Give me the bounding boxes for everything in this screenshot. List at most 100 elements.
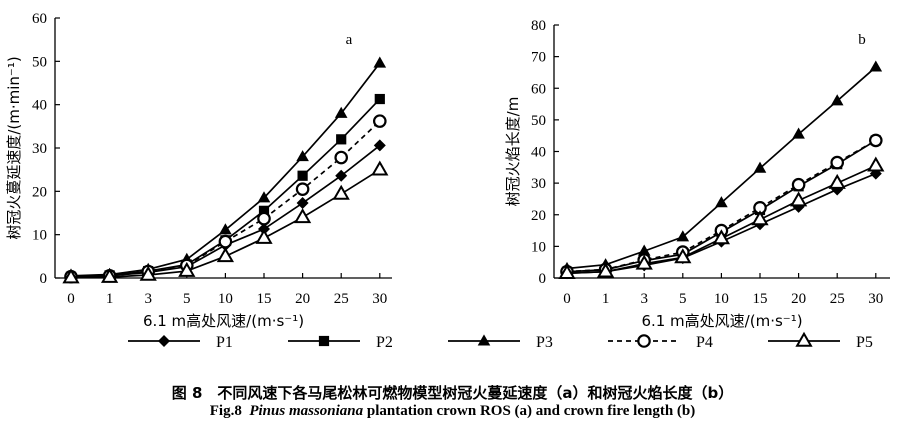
point-P4 [218, 234, 233, 249]
point-P3 [792, 127, 805, 139]
x-tick-label: 10 [218, 291, 233, 307]
y-tick-label: 0 [539, 271, 547, 287]
point-P1 [335, 169, 348, 182]
y-tick-label: 40 [32, 98, 47, 114]
y-tick-label: 50 [32, 54, 47, 70]
legend-marker-P4 [637, 334, 651, 348]
point-P3 [753, 161, 767, 173]
point-P4 [791, 177, 806, 192]
x-tick-label: 25 [334, 291, 349, 307]
point-P5 [216, 247, 235, 263]
y-tick-label: 20 [531, 208, 546, 224]
y-tick-label: 60 [531, 81, 546, 97]
point-P4 [830, 155, 844, 170]
point-P5 [596, 262, 615, 278]
x-tick-label: 15 [257, 291, 272, 307]
legend-label-P2: P2 [376, 334, 393, 351]
x-tick-label: 0 [67, 291, 75, 307]
caption-english: Fig.8 Pinus massoniana plantation crown … [0, 403, 905, 420]
point-P5 [371, 160, 389, 176]
point-P2 [258, 205, 270, 216]
point-P4 [295, 182, 310, 196]
point-P5 [293, 208, 312, 224]
point-P5 [255, 228, 273, 244]
x-tick-label: 3 [144, 291, 152, 307]
panel-label: b [858, 32, 866, 48]
x-tick-label: 1 [106, 291, 114, 307]
point-P2 [374, 93, 385, 105]
x-tick-label: 25 [830, 291, 845, 307]
x-tick-label: 20 [791, 291, 806, 307]
legend: P1 P2 P3 P4 P5 [128, 331, 873, 351]
chart-panel-b: 0 10 20 30 40 50 60 70 80 0 1 3 5 10 15 20 25 30 6.1 m高处风速… [504, 18, 890, 330]
point-P3 [715, 196, 728, 208]
point-P4 [868, 133, 883, 148]
point-P5 [100, 267, 119, 283]
legend-label-P1: P1 [216, 334, 233, 351]
point-P5 [635, 254, 653, 270]
x-axis-title: 6.1 m高处风速/(m·s⁻¹) [143, 312, 304, 330]
panel-label: a [346, 32, 353, 48]
point-P4 [257, 211, 271, 226]
x-tick-label: 3 [640, 291, 648, 307]
point-P4 [334, 150, 348, 165]
caption-description: plantation crown ROS (a) and crown fire … [366, 403, 696, 419]
y-tick-label: 10 [32, 228, 47, 244]
chart-panel-a: 0 10 20 30 40 50 60 0 1 3 5 10 15 20 25 30 6.1 m高处风速/(m·… [5, 11, 392, 330]
legend-label-P4: P4 [696, 334, 713, 351]
y-tick-label: 30 [531, 176, 546, 192]
legend-marker-P1 [158, 335, 170, 347]
y-tick-label: 50 [531, 113, 546, 129]
legend-label-P3: P3 [536, 334, 553, 351]
y-tick-label: 20 [32, 184, 47, 200]
x-tick-label: 0 [563, 291, 571, 307]
x-tick-label: 5 [183, 291, 191, 307]
y-tick-label: 30 [32, 141, 47, 157]
point-P5 [828, 173, 846, 189]
x-tick-label: 5 [679, 291, 687, 307]
point-P5 [332, 184, 350, 200]
point-P5 [789, 191, 808, 207]
x-tick-label: 20 [295, 291, 310, 307]
caption-fig-number: Fig.8 [209, 403, 242, 419]
series-line-P5 [566, 164, 877, 275]
y-axis-title: 树冠火焰长度/m [504, 97, 522, 207]
y-tick-label: 10 [531, 239, 546, 255]
point-P3 [676, 230, 690, 242]
legend-marker-P3 [477, 334, 491, 346]
point-P1 [296, 197, 309, 210]
point-P5 [712, 229, 731, 245]
point-P3 [869, 60, 883, 72]
y-tick-label: 60 [32, 11, 47, 27]
point-P2 [297, 170, 308, 181]
point-P3 [334, 106, 348, 118]
caption-chinese: 图 8 不同风速下各马尾松林可燃物模型树冠火蔓延速度（a）和树冠火焰长度（b） [171, 384, 734, 402]
point-P2 [336, 134, 347, 145]
x-tick-label: 30 [868, 291, 883, 307]
y-tick-label: 70 [531, 50, 546, 66]
point-P3 [257, 191, 271, 203]
x-tick-label: 30 [372, 291, 387, 307]
y-tick-label: 40 [531, 145, 546, 161]
y-axis-title: 树冠火蔓延速度/(m·min⁻¹) [5, 56, 23, 239]
series-line-P4 [70, 120, 381, 278]
caption-species: Pinus massoniana [249, 403, 364, 419]
point-P4 [372, 114, 387, 128]
y-tick-label: 0 [40, 271, 48, 287]
point-P5 [674, 248, 692, 264]
legend-label-P5: P5 [856, 334, 873, 351]
y-tick-label: 80 [531, 18, 546, 34]
point-P1 [373, 139, 386, 152]
legend-marker-P5 [795, 331, 813, 347]
point-P3 [830, 94, 844, 106]
series-line-P4 [566, 139, 877, 273]
legend-marker-P2 [318, 335, 330, 347]
point-P3 [373, 56, 387, 68]
point-P5 [751, 210, 769, 226]
point-P5 [139, 265, 157, 281]
point-P3 [219, 223, 232, 235]
x-tick-label: 10 [714, 291, 729, 307]
x-tick-label: 1 [602, 291, 610, 307]
point-P3 [296, 150, 309, 162]
